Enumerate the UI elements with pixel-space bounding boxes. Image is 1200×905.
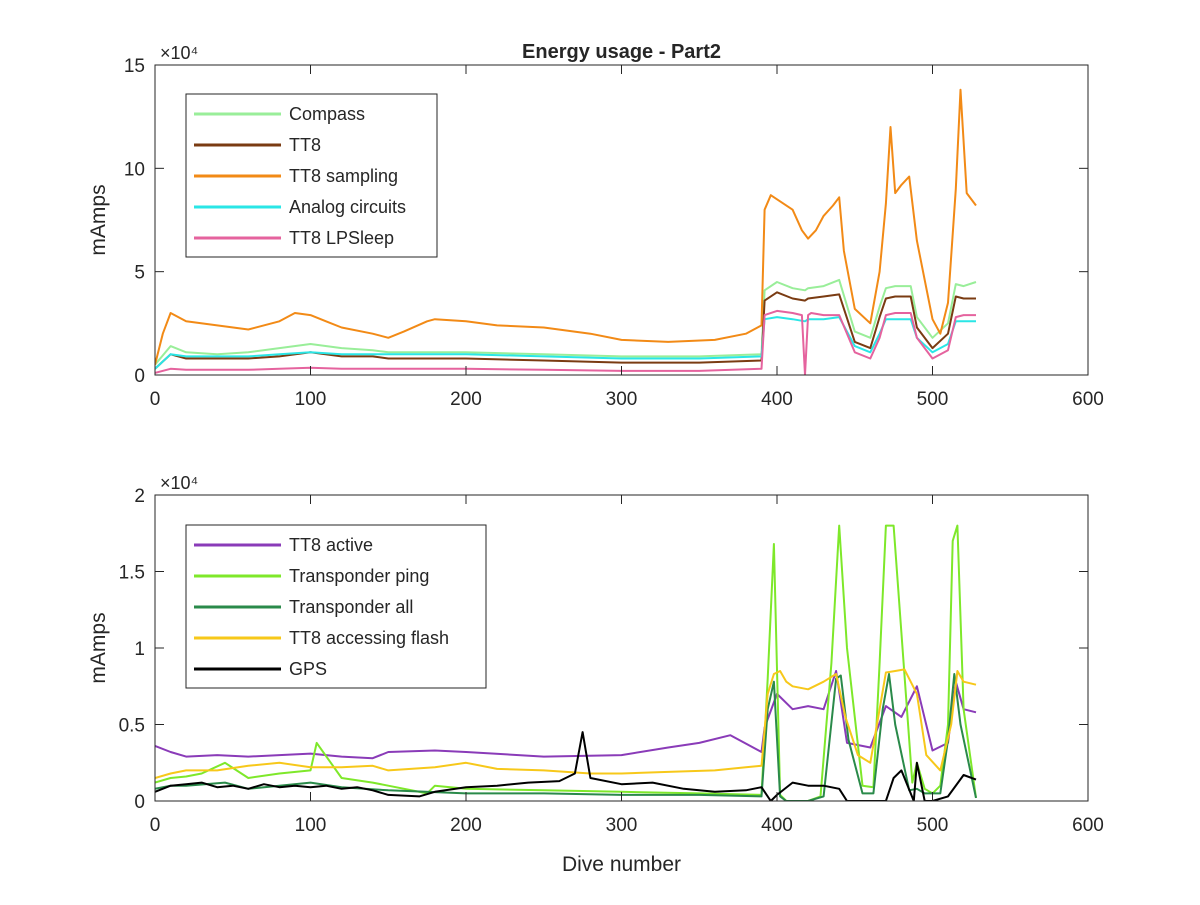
y-exponent-label: ×10⁴ <box>160 473 198 493</box>
x-tick-label: 600 <box>1072 815 1104 836</box>
legend-label: TT8 LPSleep <box>289 228 394 248</box>
legend: Compass TT8 TT8 sampling Analog circuits TT8… <box>185 93 438 258</box>
y-tick-label: 0.5 <box>119 716 145 737</box>
y-tick-label: 0 <box>134 792 145 813</box>
x-tick-label: 400 <box>761 815 793 836</box>
chart-title: Energy usage - Part2 <box>522 41 721 63</box>
legend-label: TT8 sampling <box>289 166 398 186</box>
x-axis-label: Dive number <box>562 853 681 876</box>
legend-label: GPS <box>289 659 327 679</box>
legend-label: TT8 active <box>289 535 373 555</box>
series-line-tt8-accessing-flash <box>155 668 977 779</box>
y-tick-label: 1.5 <box>119 563 145 584</box>
y-tick-label: 0 <box>134 366 145 387</box>
y-tick-label: 15 <box>124 56 145 77</box>
x-tick-label: 300 <box>606 815 638 836</box>
x-tick-label: 500 <box>917 815 949 836</box>
series-line-gps <box>155 731 977 801</box>
x-tick-label: 200 <box>450 389 482 410</box>
subplot-1: 0 100 200 300 400 500 600 0 5 10 15 ×10⁴ Energy usag… <box>87 41 1104 410</box>
series-line-tt8-lpsleep <box>155 309 976 375</box>
y-tick-label: 1 <box>134 639 145 660</box>
series-line-compass <box>155 278 977 366</box>
series-line-transponder-all <box>155 673 977 801</box>
legend-label: Analog circuits <box>289 197 406 217</box>
subplot-2: 0 100 200 300 400 500 600 0 0.5 1 1.5 2 ×10⁴ mAmps Div… <box>87 473 1104 876</box>
x-tick-label: 0 <box>150 389 161 410</box>
y-axis-label: mAmps <box>87 184 110 255</box>
series-line-tt8-active <box>155 670 977 760</box>
y-tick-label: 2 <box>134 486 145 507</box>
y-tick-label: 10 <box>124 159 145 180</box>
x-tick-label: 200 <box>450 815 482 836</box>
x-tick-label: 0 <box>150 815 161 836</box>
x-tick-label: 100 <box>295 815 327 836</box>
x-tick-label: 600 <box>1072 389 1104 410</box>
x-tick-label: 300 <box>606 389 638 410</box>
series-group <box>155 88 977 375</box>
y-axis-label: mAmps <box>87 612 110 683</box>
legend-label: TT8 <box>289 135 321 155</box>
legend-label: Transponder ping <box>289 566 429 586</box>
legend-label: Transponder all <box>289 597 413 617</box>
y-tick-label: 5 <box>134 263 145 284</box>
x-tick-label: 400 <box>761 389 793 410</box>
series-group <box>155 524 977 801</box>
legend: TT8 active Transponder ping Transponder al… <box>185 524 487 689</box>
series-line-tt8 <box>155 291 976 370</box>
y-exponent-label: ×10⁴ <box>160 43 198 63</box>
series-line-tt8-sampling <box>155 88 977 365</box>
x-tick-label: 500 <box>917 389 949 410</box>
legend-label: Compass <box>289 104 365 124</box>
legend-label: TT8 accessing flash <box>289 628 449 648</box>
x-tick-label: 100 <box>295 389 327 410</box>
